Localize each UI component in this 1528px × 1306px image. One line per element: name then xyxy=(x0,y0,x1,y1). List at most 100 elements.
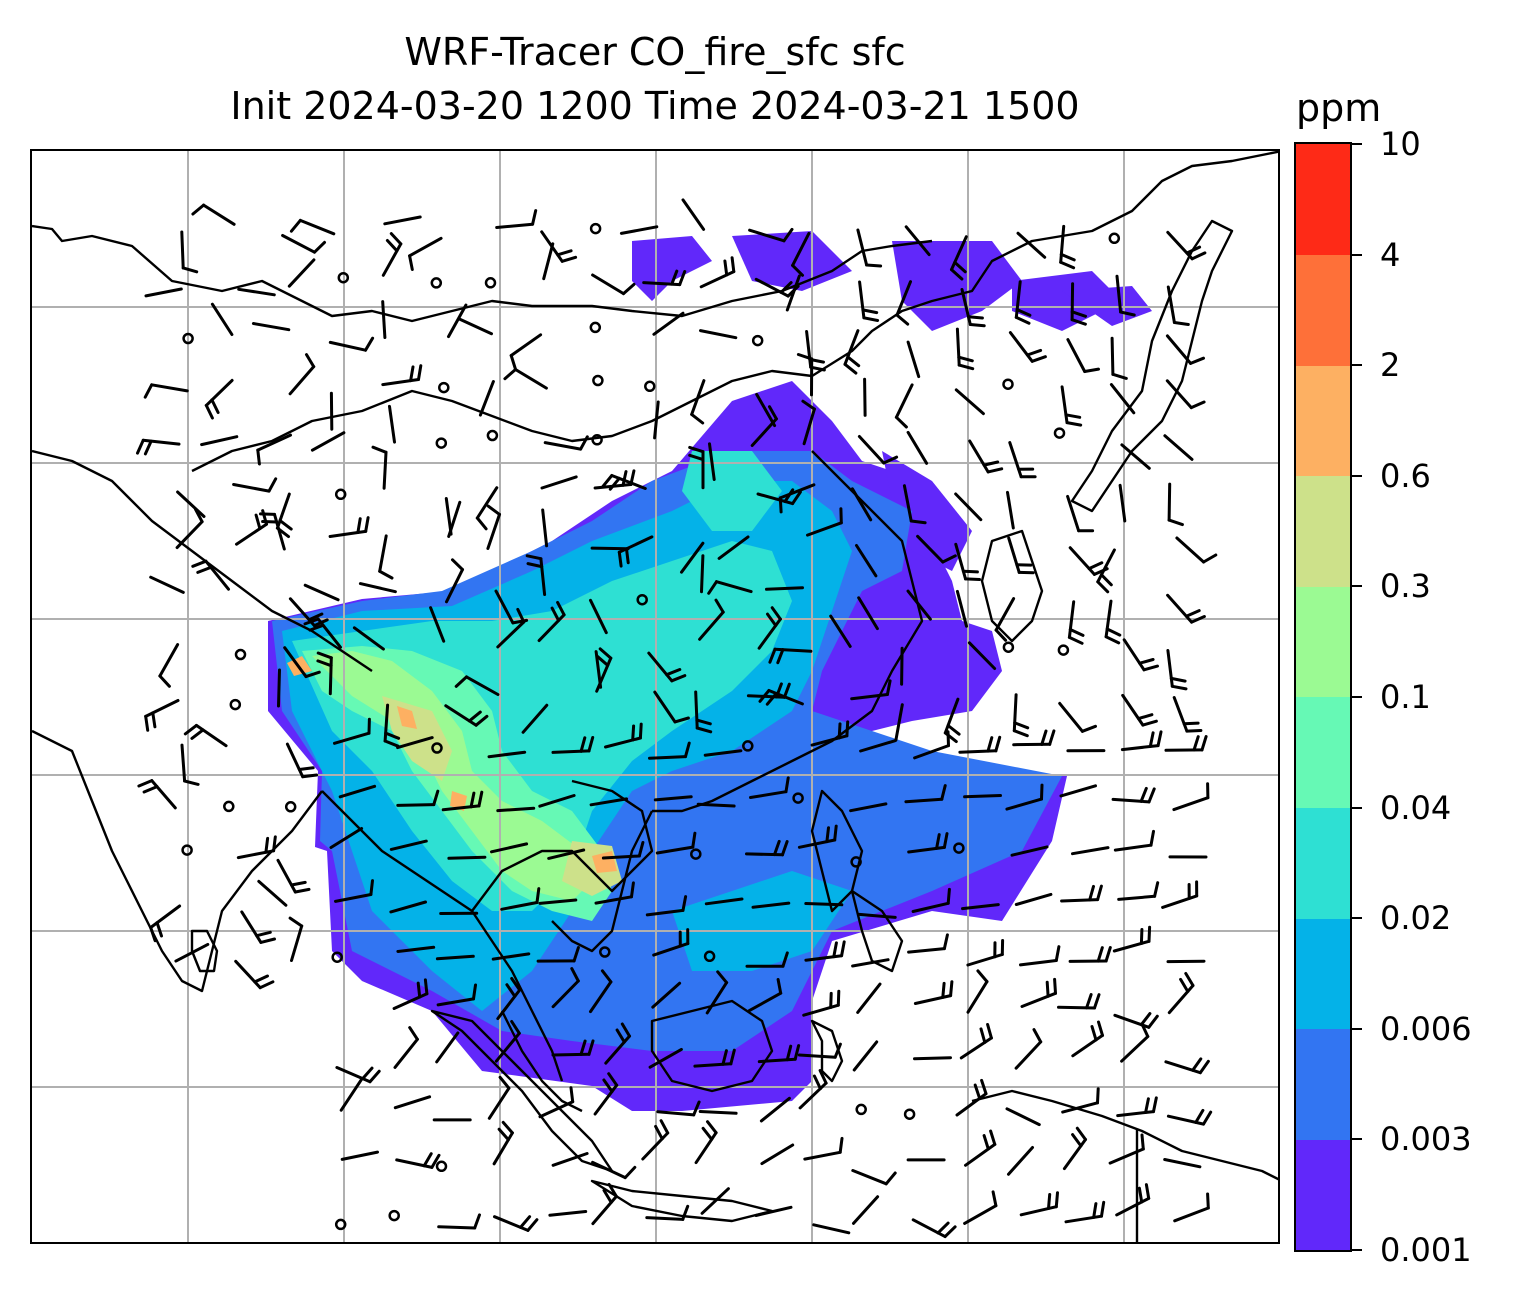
wind-barb-shaft xyxy=(551,979,580,1009)
coastline xyxy=(971,1089,1278,1181)
wind-barb-shaft xyxy=(444,704,478,727)
wind-barb-shaft xyxy=(904,225,931,257)
wind-barb-flag xyxy=(622,282,636,296)
wind-barb-shaft xyxy=(906,589,932,621)
wind-barb-flag xyxy=(770,606,782,621)
wind-barb-shaft xyxy=(773,647,813,653)
wind-barb-shaft xyxy=(547,848,586,860)
wind-barb-flag xyxy=(862,316,880,322)
co-fire-field xyxy=(268,231,1152,1111)
wind-barb-flag xyxy=(210,398,220,414)
wind-barb-flag xyxy=(691,831,697,849)
map-canvas xyxy=(32,151,1278,1242)
wind-barb-flag xyxy=(986,736,994,753)
wind-barb-flag xyxy=(630,881,635,899)
wind-barb-flag xyxy=(843,362,858,375)
wind-barb-shaft xyxy=(1121,693,1145,727)
wind-barb-flag xyxy=(1070,310,1087,318)
wind-barb-flag xyxy=(695,718,712,726)
wind-barb-shaft xyxy=(590,546,630,551)
wind-barb-shaft xyxy=(1005,1107,1041,1127)
wind-barb-flag xyxy=(936,1221,950,1235)
calm-marker xyxy=(223,800,235,813)
wind-barb-shaft xyxy=(1161,894,1199,909)
wind-barb-shaft xyxy=(642,281,682,287)
calm-marker xyxy=(1108,232,1121,245)
wind-barb-flag xyxy=(1104,946,1112,963)
wind-barb-flag xyxy=(1104,635,1121,645)
wind-barb-flag xyxy=(986,467,1004,474)
wind-barb-flag xyxy=(191,203,206,216)
colorbar-tick xyxy=(1352,364,1362,367)
wind-barb-flag xyxy=(601,474,614,488)
wind-barb-shaft xyxy=(859,739,897,753)
wind-barb-shaft xyxy=(492,1131,514,1166)
wind-barb-flag xyxy=(316,651,333,660)
wind-barb-flag xyxy=(1090,1025,1098,1042)
wind-barb-flag xyxy=(1064,413,1082,419)
wind-barb-shaft xyxy=(647,651,674,683)
wind-barb-flag xyxy=(473,1213,481,1230)
wind-barb-shaft xyxy=(396,945,436,953)
wind-barb-shaft xyxy=(852,1195,880,1225)
wind-barb-flag xyxy=(278,519,293,531)
wind-barb-shaft xyxy=(805,330,813,369)
wind-barb-shaft xyxy=(967,641,997,670)
calm-marker xyxy=(751,334,764,347)
wind-barb-shaft xyxy=(791,231,811,267)
wind-barb-shaft xyxy=(475,486,499,520)
coastline xyxy=(590,1179,774,1223)
chart-subtitle: Init 2024-03-20 1200 Time 2024-03-21 150… xyxy=(230,84,1080,128)
wind-barb-shaft xyxy=(778,483,816,500)
wind-barb-shaft xyxy=(863,377,867,417)
wind-barb-flag xyxy=(289,218,302,233)
wind-barb-flag xyxy=(196,565,213,574)
wind-barb-shaft xyxy=(389,839,428,851)
calm-marker xyxy=(636,593,648,606)
calm-marker xyxy=(644,380,656,393)
colorbar-segment xyxy=(1296,254,1350,366)
calm-marker xyxy=(1053,427,1066,439)
wind-barb-shaft xyxy=(437,1225,477,1230)
wind-barb-shaft xyxy=(648,755,687,760)
wind-barb-flag xyxy=(621,470,628,487)
wind-barb-shaft xyxy=(538,794,576,808)
wind-barb-flag xyxy=(256,448,261,466)
coastline xyxy=(32,449,373,672)
wind-barb-shaft xyxy=(850,693,889,701)
wind-barb-flag xyxy=(953,260,967,274)
wind-barb-flag xyxy=(422,1152,433,1168)
wind-barb-flag xyxy=(980,1078,988,1096)
wind-barb-flag xyxy=(1071,1133,1083,1148)
wind-barb-flag xyxy=(620,1022,631,1038)
wind-barb-flag xyxy=(1040,729,1048,746)
wind-barb-flag xyxy=(417,364,423,381)
wind-barb-flag xyxy=(364,516,370,533)
wind-barb-flag xyxy=(1097,1020,1104,1037)
wind-barb-flag xyxy=(509,354,517,371)
tracer-contour xyxy=(382,696,452,781)
wind-barb-shaft xyxy=(750,417,778,447)
colorbar-tick-label: 0.003 xyxy=(1380,1120,1472,1159)
wind-barb-flag xyxy=(516,607,526,624)
colorbar-tick xyxy=(1352,253,1362,256)
coastline xyxy=(471,779,654,912)
wind-barb-flag xyxy=(949,980,954,998)
wind-barb-shaft xyxy=(749,790,788,799)
wind-barb-shaft xyxy=(754,1205,793,1217)
wind-barb-shaft xyxy=(457,317,493,336)
wind-barb-flag xyxy=(1202,1110,1213,1126)
wind-barb-flag xyxy=(1147,925,1152,943)
wind-barb-flag xyxy=(1093,993,1101,1010)
wind-barb-shaft xyxy=(1166,285,1176,324)
wind-barb-flag xyxy=(316,659,333,668)
wind-barb-flag xyxy=(1096,946,1104,963)
wind-barb-shaft xyxy=(194,723,228,748)
wind-barb-shaft xyxy=(797,1053,837,1059)
wind-barb-shaft xyxy=(802,1003,840,1017)
wind-barb-shaft xyxy=(704,897,744,906)
wind-barb-shaft xyxy=(681,198,706,231)
wind-barb-shaft xyxy=(383,703,390,743)
wind-barb-flag xyxy=(378,569,394,580)
wind-barb-flag xyxy=(846,355,861,368)
